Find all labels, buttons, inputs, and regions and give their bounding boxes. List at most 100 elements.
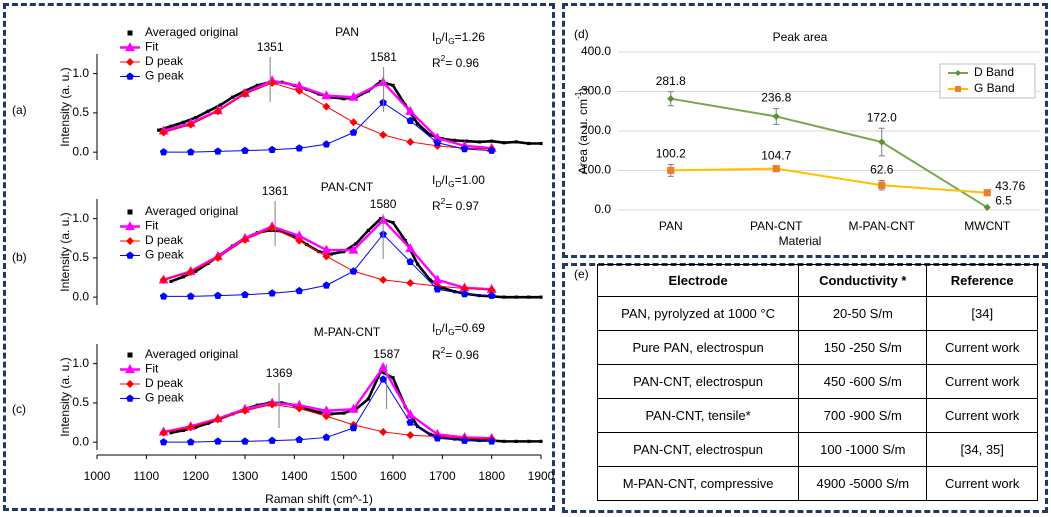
y-tick-label: 0.0 [72,144,89,158]
legend-box [939,63,1036,99]
ratio-annotation-part: D [435,179,441,189]
ratio-annotation-part: I [432,321,435,335]
x-tick-label: 1700 [429,469,456,483]
marker [391,220,395,225]
marker [453,437,457,441]
legend-marker [125,221,135,231]
marker [268,224,277,233]
legend-label: G peak [145,391,185,405]
marker [169,124,173,128]
ratio-annotation: ID/IG=0.69 [432,321,485,337]
marker [305,407,309,411]
panel-label: (b) [12,250,27,264]
y-tick-label: 1.0 [72,356,89,370]
ratio-annotation-part: G [448,327,455,337]
x-tick-label: 1400 [281,469,308,483]
table-row: PAN, pyrolyzed at 1000 °C 20-50 S/m [34] [596,296,1038,331]
series-line [170,217,541,299]
value-label: 43.76 [995,179,1025,193]
marker [295,86,304,95]
marker [241,406,249,415]
fit-quality-annotation: R2= 0.97 [432,196,479,213]
marker [487,146,496,154]
table-row: PAN-CNT, electrospun 100 -1000 S/m [34, 35… [596,432,1038,467]
y-axis-label-part: -1 [573,91,583,99]
marker [159,128,168,137]
legend-marker [126,380,134,388]
marker [322,102,331,111]
table-cell: 100 -1000 S/m [798,432,928,467]
marker [218,103,222,107]
marker [231,95,235,99]
y-axis-label-part: ) [576,88,590,92]
marker [322,412,331,421]
marker [186,268,195,277]
x-tick-label: 1500 [330,469,357,483]
marker [213,415,222,424]
marker [321,405,332,415]
table-cell: [34, 35] [926,432,1038,467]
fit-quality-annotation-part: = 0.97 [445,199,479,213]
header-cell: Electrode [596,264,800,297]
table-row: PAN-CNT, tensile* 700 -900 S/m Current wor… [596,398,1038,433]
marker [169,431,173,435]
y-tick-label: 0.0 [594,202,611,216]
ratio-annotation: ID/IG=1.26 [432,30,485,46]
table-header: Electrode Conductivity * Reference [596,264,1038,297]
legend-label: Fit [145,362,159,376]
legend-label: Fit [145,219,159,233]
series-line [670,97,988,209]
y-axis-label: Intensity (a. u.) [58,212,72,291]
marker [406,418,415,426]
marker [406,137,415,146]
series-line [163,366,492,440]
ratio-annotation-part: I [432,173,435,187]
chart-title: M-PAN-CNT [314,325,381,339]
marker [295,435,304,444]
marker [181,275,185,279]
marker [406,431,415,440]
fit-quality-annotation: R2= 0.96 [432,53,479,70]
marker [405,243,416,253]
ratio-annotation-part: D [435,327,441,337]
peak-label: 1587 [373,347,400,361]
marker [186,120,195,129]
marker [159,438,168,446]
legend-label: G Band [974,81,1015,95]
marker [329,95,333,99]
value-label: 100.2 [656,147,686,161]
marker [342,97,346,101]
legend-label: Averaged original [145,25,238,39]
marker [241,90,249,99]
chart-title: PAN [335,25,359,39]
peak-label: 1580 [370,197,397,211]
table-cell: Current work [926,330,1038,365]
header-cell: Conductivity * [798,264,928,297]
chart-title: Peak area [773,30,828,44]
marker [460,284,469,293]
panel-label: (e) [574,267,589,281]
marker [241,146,249,154]
marker [194,116,198,120]
table-cell: M-PAN-CNT, compressive [596,466,800,501]
marker [213,253,222,262]
legend-marker [127,209,133,215]
table-cell: 450 -600 S/m [798,364,928,399]
marker [878,181,886,189]
x-axis-label: Raman shift (cm^-1) [265,492,373,506]
marker [342,411,346,415]
series-line [670,167,988,194]
marker [321,244,332,254]
marker [241,290,249,299]
x-tick-label: 1900 [528,469,555,483]
marker [349,424,358,432]
marker [527,141,531,146]
legend-marker [126,72,134,80]
marker [186,292,195,300]
panel-frame [3,3,555,511]
marker [280,229,284,233]
marker [294,230,305,240]
marker [667,95,675,103]
marker [194,269,198,273]
marker [391,83,395,88]
